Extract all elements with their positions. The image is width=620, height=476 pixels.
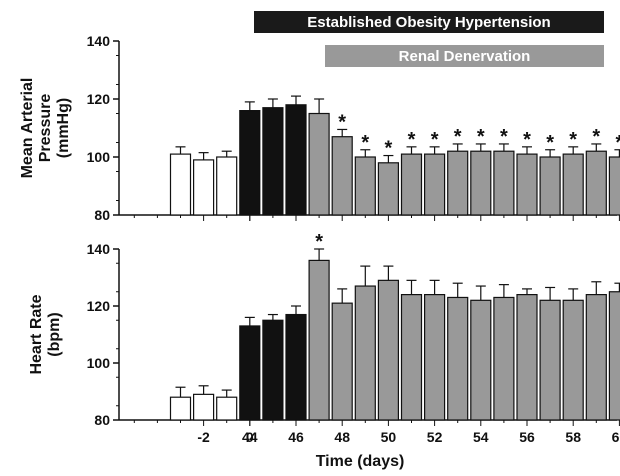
phase-banners: Established Obesity Hypertension Renal De…: [254, 11, 604, 67]
bar-denervation: [516, 294, 538, 421]
significance-marker: *: [454, 126, 462, 148]
x-tick-label: -2: [197, 429, 210, 445]
x-tick-label: 58: [565, 429, 581, 445]
significance-marker: *: [523, 129, 531, 151]
significance-marker: *: [385, 138, 393, 160]
bar-denervation: [308, 112, 330, 216]
bar-control: [169, 153, 192, 216]
y-axis-title: Pressure: [37, 94, 54, 163]
bar-control: [193, 159, 215, 216]
bar-denervation: [447, 296, 469, 421]
mean-arterial-pressure-panel: 80 100 120 140 Mean Arterial Pressure (mmHg) * *…: [19, 33, 620, 223]
significance-marker: *: [592, 126, 600, 148]
y-tick-label: 80: [94, 207, 110, 223]
bar-denervation: [447, 150, 469, 216]
y-axis-title: (bpm): [46, 312, 63, 356]
significance-marker: *: [616, 132, 620, 154]
x-tick-label: 54: [473, 429, 489, 445]
bar-denervation: [400, 294, 423, 421]
bar-denervation: [424, 294, 446, 421]
bar-denervation: [377, 162, 399, 216]
bar-denervation: [470, 150, 492, 216]
bar-obesity: [239, 109, 261, 216]
banner-label-obesity: Established Obesity Hypertension: [307, 14, 550, 31]
bar-control: [216, 396, 238, 421]
y-tick-label: 100: [87, 355, 111, 371]
y-tick-label: 120: [87, 91, 111, 107]
bar-denervation: [424, 153, 446, 216]
x-tick-label: 46: [288, 429, 304, 445]
bar-denervation: [608, 156, 620, 216]
significance-marker: *: [315, 231, 323, 253]
bar-denervation: [354, 285, 376, 421]
y-tick-label: 140: [87, 33, 111, 49]
bar-denervation: [516, 153, 538, 216]
x-tick-label: 50: [381, 429, 397, 445]
bar-denervation: [493, 296, 515, 421]
bar-obesity: [262, 107, 284, 216]
significance-marker: *: [500, 126, 508, 148]
y-axis-title: Heart Rate: [28, 294, 45, 374]
bar-denervation: [493, 150, 515, 216]
bar-denervation: [585, 294, 607, 421]
x-tick-label: 48: [334, 429, 350, 445]
x-tick-label: 56: [519, 429, 535, 445]
significance-marker: *: [569, 129, 577, 151]
bar-denervation: [331, 136, 353, 216]
bar-obesity: [239, 325, 261, 421]
bar-denervation: [354, 156, 376, 216]
y-tick-label: 140: [87, 241, 111, 257]
bar-control: [193, 393, 215, 421]
significance-marker: *: [361, 132, 369, 154]
banner-label-denervation: Renal Denervation: [399, 48, 531, 65]
bar-denervation: [308, 259, 330, 421]
x-axis-title: Time (days): [316, 453, 405, 470]
x-tick-label: 52: [427, 429, 443, 445]
bar-denervation: [377, 279, 399, 421]
bar-denervation: [539, 156, 561, 216]
y-tick-label: 80: [94, 412, 110, 428]
bar-denervation: [539, 299, 561, 421]
bar-control: [169, 396, 192, 421]
significance-marker: *: [477, 126, 485, 148]
significance-marker: *: [546, 132, 554, 154]
bar-obesity: [262, 319, 284, 421]
x-tick-label: 0: [246, 429, 254, 445]
y-tick-label: 100: [87, 149, 111, 165]
bar-denervation: [562, 299, 584, 421]
bar-denervation: [400, 153, 423, 216]
bar-control: [216, 156, 238, 216]
bar-obesity: [285, 313, 307, 421]
significance-marker: *: [431, 129, 439, 151]
bar-denervation: [331, 302, 353, 421]
significance-marker: *: [408, 129, 416, 151]
bar-denervation: [608, 291, 620, 421]
bar-obesity: [285, 104, 307, 216]
banner-denervation: [325, 45, 604, 67]
bar-denervation: [585, 150, 607, 216]
significance-marker: *: [338, 111, 346, 133]
bar-denervation: [470, 299, 492, 421]
bar-denervation: [562, 153, 584, 216]
banner-obesity: [254, 11, 604, 33]
y-tick-label: 120: [87, 298, 111, 314]
y-axis-title: Mean Arterial: [19, 78, 36, 179]
y-axis-title: (mmHg): [55, 98, 72, 158]
heart-rate-panel: 80 100 120 140 Heart Rate (bpm) * -2 044 46 48 50 52…: [28, 231, 620, 445]
x-tick-label: 60: [612, 429, 620, 445]
x-tick-label: 44: [242, 429, 258, 445]
